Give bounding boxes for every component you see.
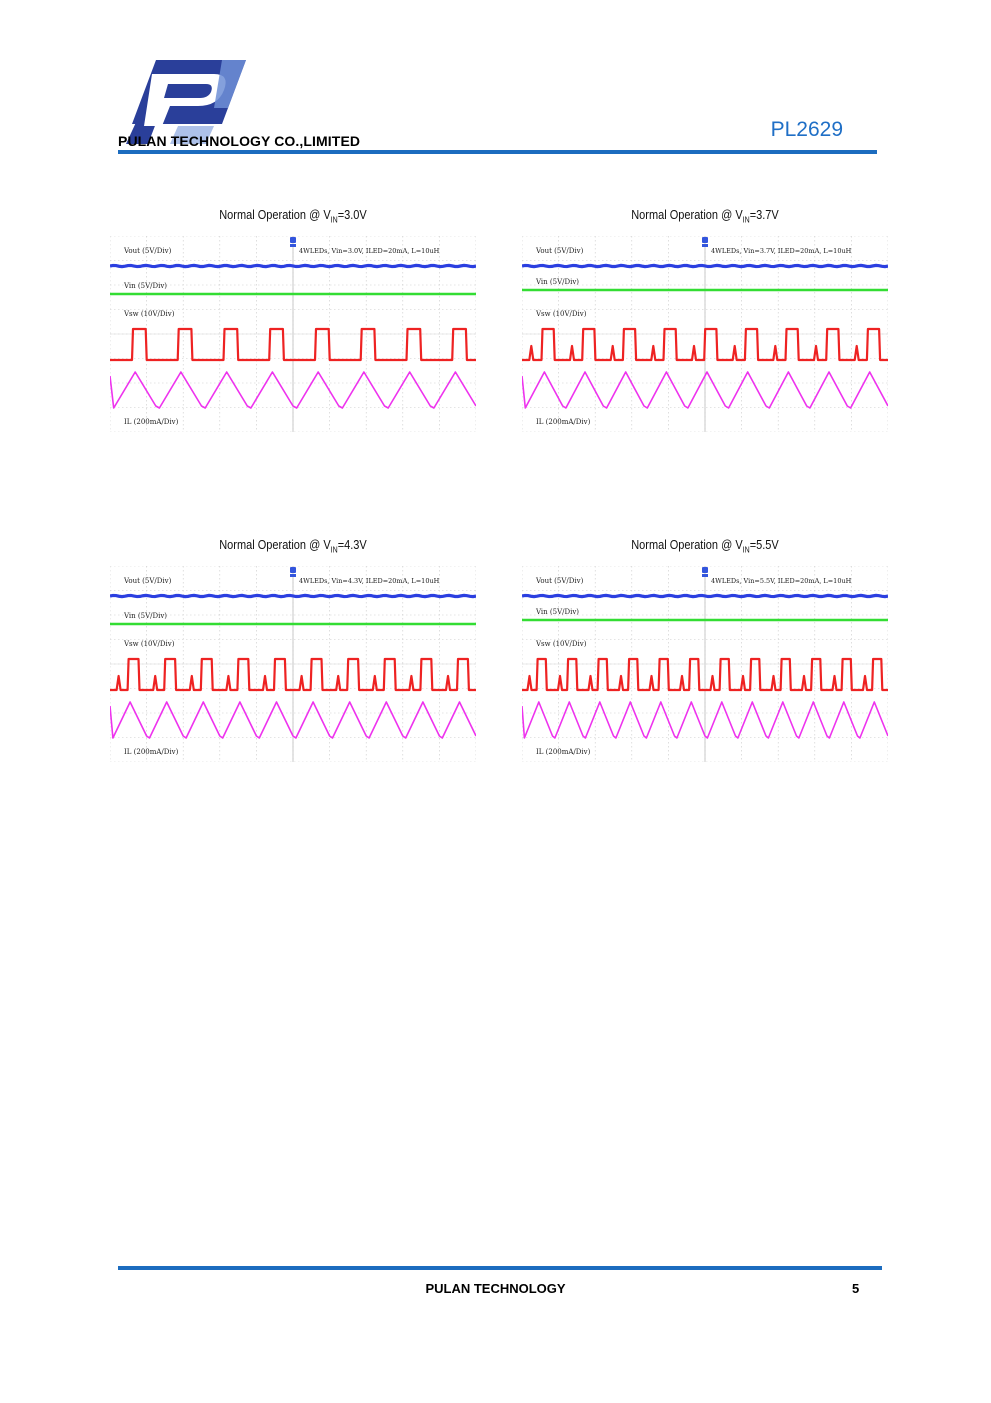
- figure-caption-2: Normal Operation @ VIN=3.7V: [631, 208, 779, 225]
- footer-company: PULAN TECHNOLOGY: [425, 1281, 566, 1296]
- scope-grid: [110, 566, 476, 762]
- company-name: PULAN TECHNOLOGY CO.,LIMITED: [118, 133, 361, 149]
- scope-grid: [110, 236, 476, 432]
- test-conditions-note: 4WLEDs, Vin=3.0V, ILED=20mA, L=10uH: [299, 247, 440, 255]
- figure-caption-4: Normal Operation @ VIN=5.5V: [631, 538, 779, 555]
- vout-label: Vout (5V/Div): [123, 577, 172, 585]
- vout-label: Vout (5V/Div): [123, 247, 172, 255]
- trigger-marker-icon: [702, 237, 708, 247]
- il-label: IL (200mA/Div): [536, 748, 591, 756]
- vout-trace: [522, 593, 888, 599]
- part-number: PL2629: [770, 118, 843, 141]
- vin-label: Vin (5V/Div): [535, 278, 579, 286]
- figure-caption-3: Normal Operation @ VIN=4.3V: [219, 538, 367, 555]
- page-number: 5: [852, 1281, 860, 1296]
- vsw-trace: [110, 327, 476, 362]
- vsw-label: Vsw (10V/Div): [123, 640, 175, 648]
- vsw-trace: [522, 327, 888, 362]
- trigger-marker-icon: [290, 237, 296, 247]
- scope-capture-3: Vout (5V/Div) 4WLEDs, Vin=4.3V, ILED=20mA…: [110, 566, 476, 762]
- vin-label: Vin (5V/Div): [535, 608, 579, 616]
- vout-trace: [522, 263, 888, 269]
- header-rule: [118, 150, 877, 154]
- il-trace: [522, 701, 888, 739]
- scope-capture-2: Vout (5V/Div) 4WLEDs, Vin=3.7V, ILED=20mA…: [522, 236, 888, 432]
- vsw-trace: [522, 657, 888, 692]
- footer-rule: [118, 1266, 882, 1270]
- test-conditions-note: 4WLEDs, Vin=3.7V, ILED=20mA, L=10uH: [711, 247, 852, 255]
- company-logo: [126, 60, 246, 144]
- il-label: IL (200mA/Div): [536, 418, 591, 426]
- vout-label: Vout (5V/Div): [535, 577, 584, 585]
- vsw-label: Vsw (10V/Div): [123, 310, 175, 318]
- il-trace: [110, 371, 476, 409]
- scope-grid: [522, 566, 888, 762]
- vout-trace: [110, 263, 476, 269]
- vsw-trace: [110, 657, 476, 692]
- scope-capture-4: Vout (5V/Div) 4WLEDs, Vin=5.5V, ILED=20mA…: [522, 566, 888, 762]
- trigger-marker-icon: [290, 567, 296, 577]
- test-conditions-note: 4WLEDs, Vin=4.3V, ILED=20mA, L=10uH: [299, 577, 440, 585]
- vin-label: Vin (5V/Div): [123, 612, 167, 620]
- vin-label: Vin (5V/Div): [123, 282, 167, 290]
- vout-label: Vout (5V/Div): [535, 247, 584, 255]
- figure-caption-1: Normal Operation @ VIN=3.0V: [219, 208, 367, 225]
- vsw-label: Vsw (10V/Div): [535, 310, 587, 318]
- vout-trace: [110, 593, 476, 599]
- scope-capture-1: Vout (5V/Div) 4WLEDs, Vin=3.0V, ILED=20mA…: [110, 236, 476, 432]
- il-trace: [522, 371, 888, 409]
- il-trace: [110, 701, 476, 739]
- test-conditions-note: 4WLEDs, Vin=5.5V, ILED=20mA, L=10uH: [711, 577, 852, 585]
- trigger-marker-icon: [702, 567, 708, 577]
- il-label: IL (200mA/Div): [124, 418, 179, 426]
- il-label: IL (200mA/Div): [124, 748, 179, 756]
- vsw-label: Vsw (10V/Div): [535, 640, 587, 648]
